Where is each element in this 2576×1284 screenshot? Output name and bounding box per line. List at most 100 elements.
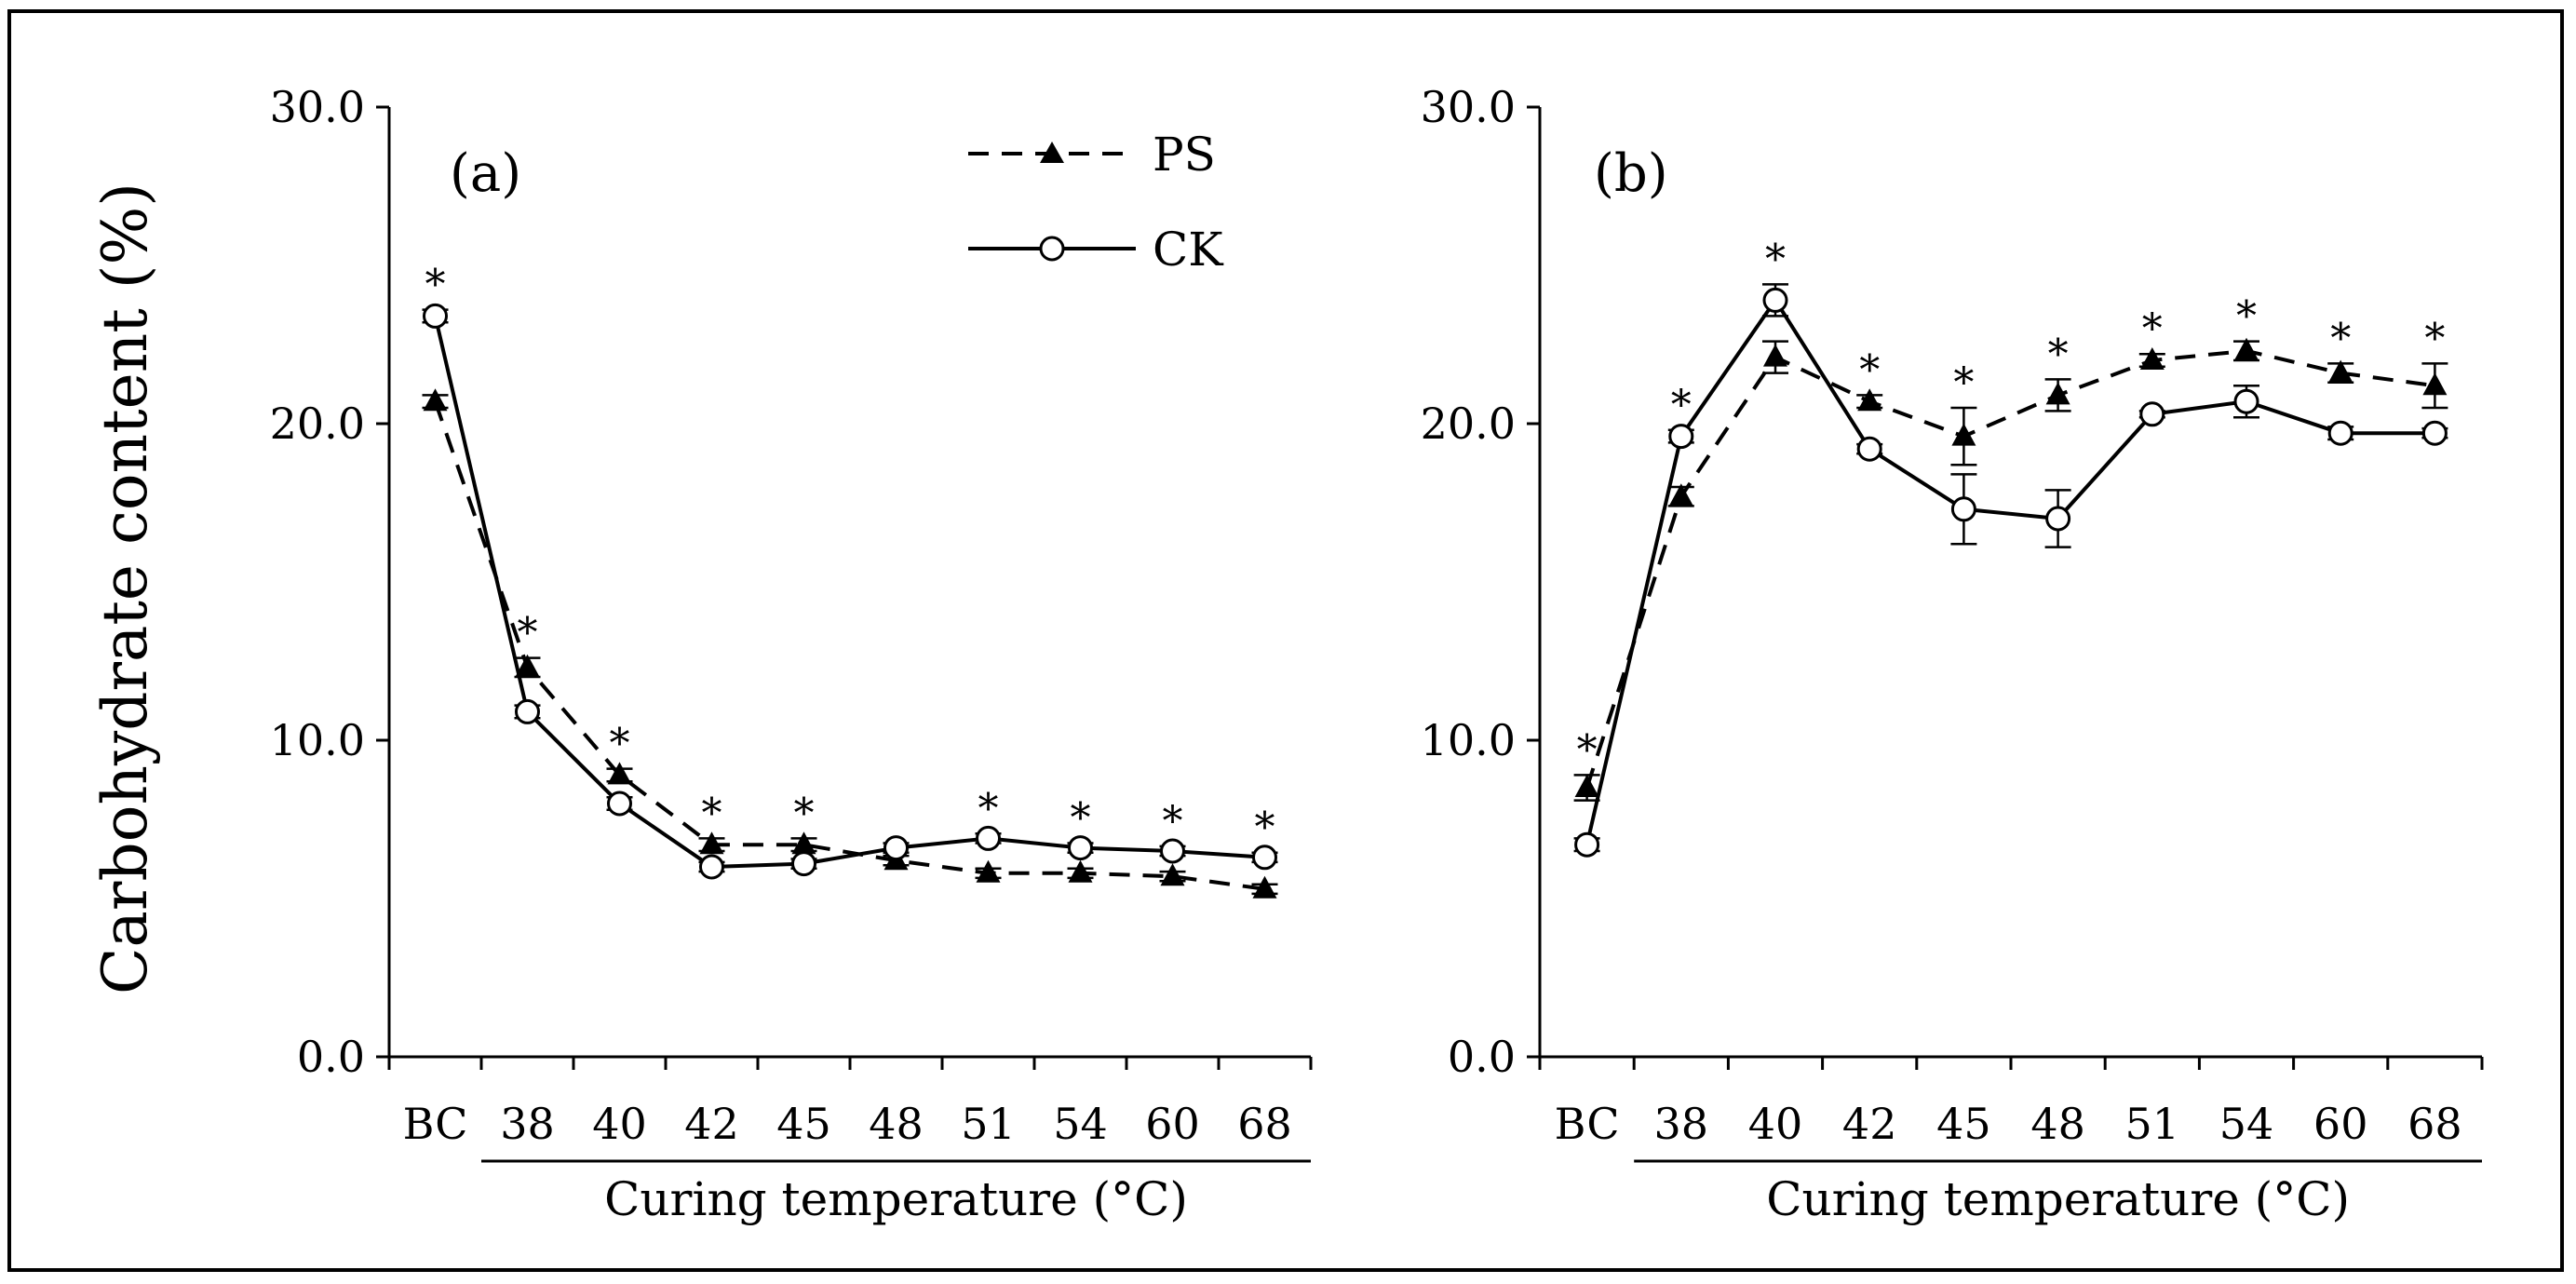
x-tick-label: 38 [1654, 1099, 1709, 1149]
ps-data-point [607, 762, 632, 785]
y-axis-title: Carbohydrate content (%) [89, 182, 161, 994]
ps-data-point [1951, 423, 1976, 446]
ck-data-point [1252, 845, 1277, 871]
x-tick-label: BC [403, 1099, 468, 1149]
x-tick-label: 42 [684, 1099, 739, 1149]
significance-marker: * [2142, 305, 2163, 353]
x-tick-label: 54 [2219, 1099, 2274, 1149]
y-tick-label: 30.0 [1421, 82, 1516, 132]
significance-marker: * [1071, 795, 1091, 843]
significance-marker: * [1859, 346, 1880, 394]
ck-data-point [1068, 835, 1093, 861]
ck-data-point [1950, 496, 1976, 522]
y-tick-label: 30.0 [270, 82, 365, 132]
significance-marker: * [2048, 331, 2069, 378]
significance-marker: * [1765, 236, 1786, 283]
significance-marker: * [1577, 726, 1598, 774]
significance-marker: * [702, 790, 722, 837]
ck-series-line [1585, 296, 2435, 845]
panel-b: 0.0 10.0 20.0 30.0 BC 38 40 42 45 48 51 54 60 68 Curin… [1421, 82, 2484, 1226]
ck-data-point [1160, 838, 1185, 864]
ps-data-point [1068, 859, 1093, 883]
ps-data-point [1160, 863, 1185, 886]
significance-marker: * [978, 785, 999, 832]
ps-data-point [2422, 372, 2448, 396]
legend-ps-label: PS [1153, 128, 1216, 182]
x-tick-label: 45 [1936, 1099, 1991, 1149]
y-tick-label: 10.0 [270, 715, 365, 765]
x-tick-label: 40 [1748, 1099, 1803, 1149]
significance-marker: * [425, 262, 446, 309]
x-tick-label: 54 [1053, 1099, 1108, 1149]
x-tick-label: 42 [1842, 1099, 1897, 1149]
ps-data-point [1574, 775, 1599, 797]
x-axis-title: Curing temperature (°C) [604, 1172, 1188, 1226]
y-tick-label: 0.0 [297, 1032, 365, 1082]
ps-data-point [699, 831, 724, 855]
y-tick-label: 10.0 [1421, 715, 1516, 765]
significance-marker: * [2424, 315, 2445, 362]
x-tick-label: 38 [500, 1099, 555, 1149]
y-tick-label: 0.0 [1448, 1032, 1516, 1082]
ps-data-point [515, 654, 540, 677]
legend-ps-marker [1040, 142, 1064, 163]
x-tick-label: 40 [592, 1099, 647, 1149]
ck-data-point [2327, 420, 2353, 446]
x-tick-label: 60 [2313, 1099, 2368, 1149]
ps-data-point [2045, 382, 2070, 405]
legend-ck-label: CK [1153, 223, 1224, 277]
ps-data-point [1763, 344, 1787, 367]
x-tick-label: 48 [869, 1099, 924, 1149]
ck-data-point [1668, 424, 1694, 450]
ps-data-point [1857, 388, 1882, 412]
ck-data-point [699, 854, 724, 880]
ck-data-point [2139, 401, 2165, 427]
ck-data-point [607, 791, 632, 817]
ck-series-line [433, 315, 1265, 870]
y-tick-label: 20.0 [270, 399, 365, 449]
x-tick-label: 68 [2407, 1099, 2462, 1149]
panel-label: (b) [1594, 143, 1668, 204]
significance-marker: * [1953, 359, 1974, 407]
significance-marker: * [1255, 804, 1275, 852]
ps-data-point [1668, 483, 1693, 507]
x-tick-label: 60 [1145, 1099, 1200, 1149]
ck-data-point [1856, 436, 1882, 462]
figure-border [7, 9, 2564, 1272]
ps-data-point [2139, 347, 2165, 370]
ps-series-line [433, 400, 1265, 891]
ck-data-point [976, 825, 1001, 851]
significance-marker: * [2330, 315, 2351, 362]
ck-data-point [2045, 506, 2071, 532]
significance-marker: * [2236, 293, 2257, 341]
significance-marker: * [794, 790, 815, 837]
ps-data-point [423, 388, 448, 412]
panel-label: (a) [450, 143, 521, 204]
significance-marker: * [1671, 382, 1692, 429]
ck-data-point [1762, 287, 1788, 313]
x-tick-label: 48 [2030, 1099, 2085, 1149]
ps-data-point [2234, 337, 2259, 360]
significance-marker: * [610, 721, 630, 768]
significance-marker: * [1163, 798, 1183, 845]
legend-ck-marker [1039, 236, 1065, 262]
ck-data-point [1574, 831, 1600, 858]
ck-data-point [515, 698, 540, 724]
ck-data-point [2421, 420, 2448, 446]
y-tick-label: 20.0 [1421, 399, 1516, 449]
x-tick-label: 45 [776, 1099, 831, 1149]
ck-data-point [791, 851, 816, 877]
ps-series-line [1585, 348, 2435, 789]
x-tick-label: 51 [2125, 1099, 2180, 1149]
panel-a: 0.0 10.0 20.0 30.0 BC 38 40 42 45 48 51 54 60 68 Curin… [270, 82, 1313, 1226]
ps-data-point [1252, 875, 1277, 899]
x-axis-title: Curing temperature (°C) [1766, 1172, 2350, 1226]
ck-data-point [2233, 388, 2259, 414]
ps-data-point [2328, 359, 2353, 383]
x-tick-label: 68 [1237, 1099, 1292, 1149]
x-tick-label: 51 [961, 1099, 1016, 1149]
x-tick-label: BC [1555, 1099, 1620, 1149]
ck-data-point [883, 835, 909, 861]
ps-data-point [791, 831, 816, 855]
